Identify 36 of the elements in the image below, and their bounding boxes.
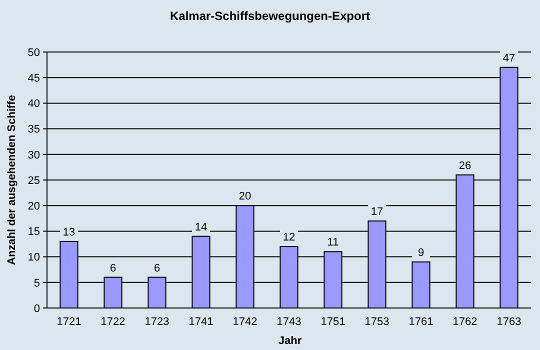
x-tick-label: 1753 — [364, 316, 390, 328]
data-label: 26 — [458, 160, 472, 172]
x-tick-label: 1761 — [408, 316, 434, 328]
y-tick-label: 0 — [34, 302, 40, 315]
x-tick-label: 1762 — [452, 316, 478, 328]
data-label: 20 — [238, 190, 252, 203]
data-label: 9 — [418, 246, 424, 259]
data-label: 6 — [154, 262, 160, 274]
y-tick-label: 30 — [28, 149, 40, 162]
x-axis-title: Jahr — [278, 335, 302, 347]
y-tick-label: 45 — [28, 72, 40, 84]
y-tick-label: 35 — [28, 124, 40, 136]
chart-title: Kalmar-Schiffsbewegungen-Export — [170, 9, 370, 23]
y-tick-label: 20 — [28, 200, 40, 212]
y-tick-label: 5 — [34, 277, 40, 290]
data-label: 14 — [194, 221, 208, 234]
x-tick-label: 1742 — [232, 316, 258, 328]
y-tick-label: 10 — [28, 252, 40, 264]
x-tick-label: 1722 — [100, 316, 126, 328]
x-tick-label: 1721 — [56, 316, 82, 328]
y-axis-title: Anzahl der ausgehenden Schiffe — [6, 95, 18, 265]
y-tick-label: 50 — [28, 46, 40, 59]
y-tick-label: 40 — [28, 98, 40, 110]
x-tick-label: 1723 — [144, 316, 170, 328]
data-label: 11 — [327, 236, 339, 249]
y-tick-label: 15 — [28, 226, 40, 238]
data-label: 12 — [282, 232, 296, 244]
data-label: 47 — [502, 52, 516, 64]
x-tick-label: 1751 — [320, 316, 346, 328]
data-label: 13 — [62, 226, 76, 238]
x-tick-label: 1763 — [496, 316, 522, 328]
data-label: 17 — [370, 206, 384, 218]
y-tick-label: 25 — [28, 174, 40, 187]
x-tick-label: 1743 — [276, 316, 302, 328]
data-label: 6 — [110, 262, 116, 274]
x-tick-label: 1741 — [188, 316, 214, 328]
